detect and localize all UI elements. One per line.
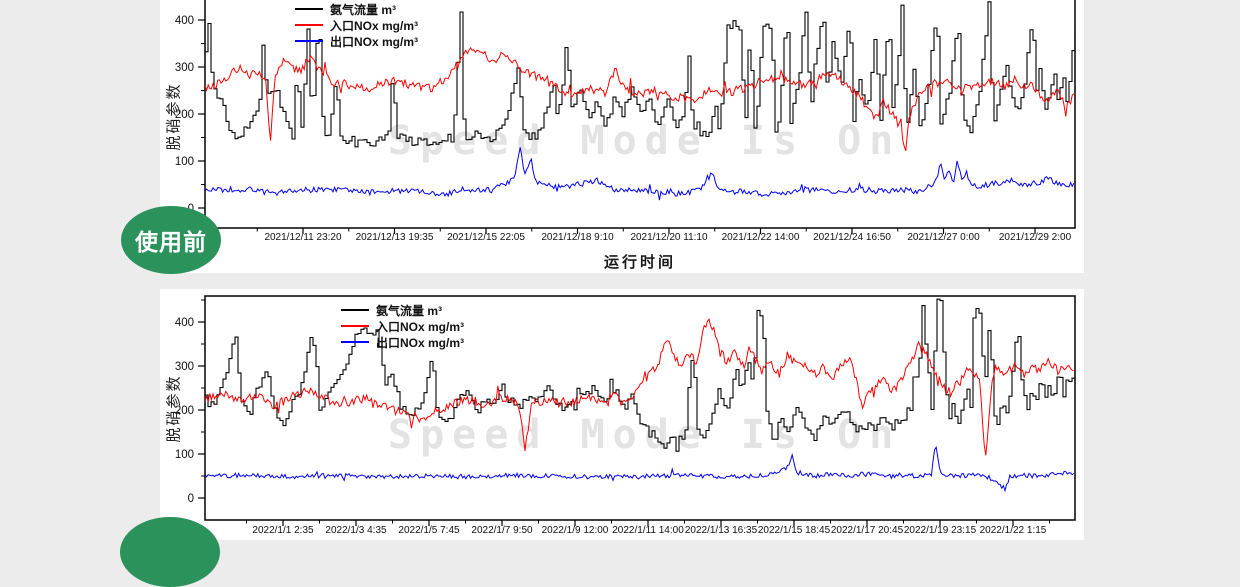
x-tick-label: 2021/12/24 16:50 [813,232,891,243]
y-axis-title-bottom: 脱硝参数 [165,374,183,443]
x-tick-label: 2022/1/1 2:35 [252,525,314,536]
y-tick-label: 0 [188,493,194,505]
legend-item: 出口NOx mg/m³ [295,33,418,49]
legend-label: 入口NOx mg/m³ [330,18,419,33]
legend-top-chart: 氨气流量 m³ 入口NOx mg/m³ 出口NOx mg/m³ [295,1,418,49]
series-top-1 [205,46,1075,151]
x-tick-label: 2022/1/9 12:00 [542,525,609,536]
watermark-text: Speed Mode Is On [388,412,902,458]
legend-item: 氨气流量 m³ [295,1,418,17]
legend-label: 出口NOx mg/m³ [376,335,465,350]
legend-line-black [295,8,323,10]
x-tick-label: 2021/12/15 22:05 [447,232,525,243]
x-tick-label: 2021/12/18 9:10 [541,232,614,243]
series-bottom-2 [205,445,1075,493]
legend-line-red [341,325,369,327]
series-bottom-0 [205,298,1075,452]
y-tick-label: 300 [175,361,194,373]
x-tick-label: 2022/1/17 20:45 [831,525,904,536]
x-axis-title-top: 运行时间 [603,254,676,271]
series-top-0 [205,1,1075,148]
charts-canvas: 0 100 200 300 400 2021/12/11 23:20 2021/12/13 … [175,0,1076,536]
y-tick-label: 200 [175,405,194,417]
chart-panel-after [160,289,1084,540]
x-tick-label: 2022/1/5 7:45 [398,525,460,536]
legend-label: 氨气流量 m³ [330,2,397,17]
legend-line-black [341,309,369,311]
legend-line-red [295,24,323,26]
x-tick-label: 2021/12/29 2:00 [999,232,1072,243]
legend-label: 出口NOx mg/m³ [330,34,419,49]
legend-item: 入口NOx mg/m³ [341,318,464,334]
legend-line-blue [295,40,323,42]
y-tick-label: 300 [175,62,194,74]
legend-item: 入口NOx mg/m³ [295,17,418,33]
watermark-text: Speed Mode Is On [388,118,902,164]
x-tick-label: 2022/1/11 14:00 [612,525,684,536]
series-top-2 [205,147,1075,201]
x-tick-label: 2022/1/22 1:15 [980,525,1047,536]
legend-item: 氨气流量 m³ [341,302,464,318]
x-tick-label: 2022/1/13 16:35 [685,525,758,536]
x-tick-label: 2022/1/19 23:15 [904,525,977,536]
series-bottom-1 [205,318,1074,456]
x-tick-label: 2022/1/15 18:45 [758,525,831,536]
y-axis-title-top: 脱硝参数 [165,82,183,151]
legend-line-blue [341,341,369,343]
x-tick-label: 2021/12/20 11:10 [630,232,708,243]
x-tick-label: 2022/1/3 4:35 [325,525,387,536]
y-tick-label: 200 [175,109,194,121]
x-tick-label: 2021/12/27 0:00 [907,232,980,243]
y-tick-label: 400 [175,15,194,27]
legend-label: 氨气流量 m³ [376,303,443,318]
plot-border [204,0,1076,229]
plot-border [204,295,1076,521]
x-tick-label: 2022/1/7 9:50 [471,525,533,536]
y-tick-label: 400 [175,317,194,329]
page: { "page": { "background": "#ececec", "wa… [120,0,1084,587]
x-tick-label: 2021/12/13 19:35 [356,232,434,243]
y-tick-label: 100 [175,156,194,168]
badge-partial-bottom [120,517,220,587]
legend-label: 入口NOx mg/m³ [376,319,465,334]
legend-bottom-chart: 氨气流量 m³ 入口NOx mg/m³ 出口NOx mg/m³ [341,302,464,350]
x-tick-label: 2021/12/22 14:00 [722,232,800,243]
y-tick-label: 100 [175,449,194,461]
x-tick-label: 2021/12/11 23:20 [264,232,342,243]
badge-before-use: 使用前 [121,206,221,274]
legend-item: 出口NOx mg/m³ [341,334,464,350]
